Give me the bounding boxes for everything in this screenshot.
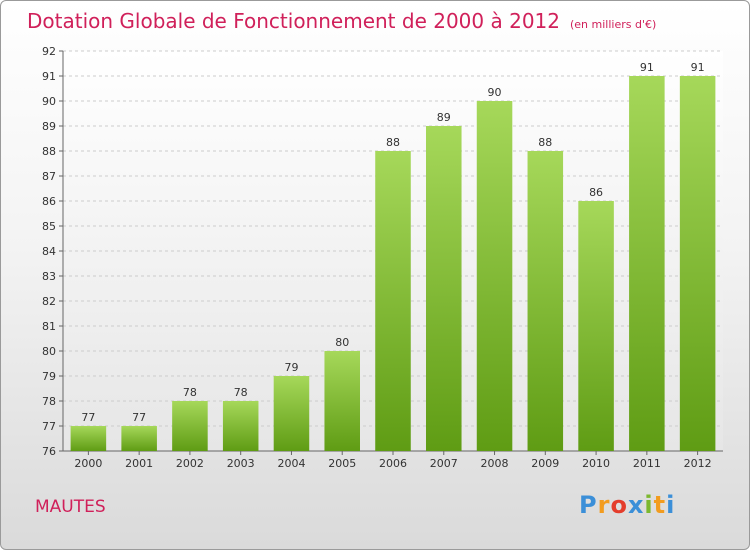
logo-letter: i: [666, 491, 676, 519]
bar: [527, 151, 564, 451]
y-tick-label: 86: [42, 195, 56, 208]
data-label: 80: [335, 336, 349, 349]
commune-name: MAUTES: [35, 497, 106, 517]
y-tick-label: 79: [42, 370, 56, 383]
x-tick-label: 2008: [481, 457, 509, 470]
y-tick-label: 76: [42, 445, 56, 458]
x-tick-label: 2001: [125, 457, 153, 470]
bar: [172, 401, 208, 451]
bar: [70, 426, 107, 451]
y-tick-label: 90: [42, 95, 56, 108]
bar: [121, 426, 157, 451]
y-tick-label: 89: [42, 120, 56, 133]
x-tick-label: 2004: [277, 457, 305, 470]
data-label: 90: [488, 86, 502, 99]
data-label: 88: [386, 136, 400, 149]
x-tick-label: 2011: [633, 457, 661, 470]
x-tick-label: 2012: [684, 457, 712, 470]
unit-label: (en milliers d'€): [570, 18, 657, 31]
y-tick-label: 84: [42, 245, 56, 258]
data-label: 88: [538, 136, 552, 149]
bar: [679, 76, 716, 451]
y-tick-label: 91: [42, 70, 56, 83]
x-tick-label: 2009: [531, 457, 559, 470]
bar: [375, 151, 411, 451]
y-tick-label: 77: [42, 420, 56, 433]
data-label: 79: [284, 361, 298, 374]
bar: [578, 201, 614, 451]
bar: [476, 101, 513, 451]
proxiti-logo: Proxiti: [579, 491, 675, 519]
bar: [426, 126, 462, 451]
data-label: 77: [132, 411, 146, 424]
chart-title: Dotation Globale de Fonctionnement de 20…: [27, 9, 656, 33]
y-tick-label: 80: [42, 345, 56, 358]
y-tick-label: 81: [42, 320, 56, 333]
x-tick-label: 2010: [582, 457, 610, 470]
y-tick-label: 83: [42, 270, 56, 283]
logo-letter: i: [644, 491, 654, 519]
data-label: 89: [437, 111, 451, 124]
logo-letter: P: [579, 491, 598, 519]
data-label: 86: [589, 186, 603, 199]
data-label: 77: [81, 411, 95, 424]
x-tick-label: 2003: [227, 457, 255, 470]
y-tick-label: 87: [42, 170, 56, 183]
logo-letter: x: [627, 491, 645, 519]
title-text: Dotation Globale de Fonctionnement de 20…: [27, 9, 560, 33]
y-tick-label: 82: [42, 295, 56, 308]
y-tick-label: 92: [42, 45, 56, 58]
x-tick-label: 2007: [430, 457, 458, 470]
x-tick-label: 2002: [176, 457, 204, 470]
data-label: 78: [234, 386, 248, 399]
logo-letter: r: [597, 491, 611, 519]
x-tick-label: 2006: [379, 457, 407, 470]
x-tick-label: 2005: [328, 457, 356, 470]
logo-letter: t: [653, 491, 667, 519]
data-label: 91: [640, 61, 654, 74]
y-tick-label: 88: [42, 145, 56, 158]
bar: [324, 351, 360, 451]
data-label: 91: [691, 61, 705, 74]
bar: [629, 76, 665, 451]
bar: [222, 401, 259, 451]
x-tick-label: 2000: [74, 457, 102, 470]
data-label: 78: [183, 386, 197, 399]
y-tick-label: 85: [42, 220, 56, 233]
bar: [273, 376, 310, 451]
logo-letter: o: [610, 491, 628, 519]
y-tick-label: 78: [42, 395, 56, 408]
